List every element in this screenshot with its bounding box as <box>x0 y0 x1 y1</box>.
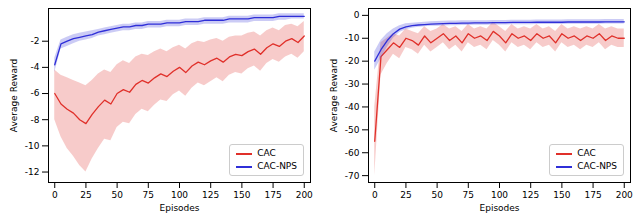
svg-text:50: 50 <box>111 190 123 200</box>
svg-text:50: 50 <box>431 190 443 200</box>
svg-text:0: 0 <box>372 190 378 200</box>
svg-text:-4: -4 <box>31 62 40 72</box>
svg-text:-2: -2 <box>31 36 40 46</box>
svg-text:-60: -60 <box>345 148 360 158</box>
svg-text:-50: -50 <box>345 125 360 135</box>
svg-text:150: 150 <box>233 190 250 200</box>
svg-text:25: 25 <box>80 190 91 200</box>
svg-text:Episodes: Episodes <box>479 203 519 213</box>
svg-text:-8: -8 <box>31 115 40 125</box>
svg-text:200: 200 <box>296 190 313 200</box>
svg-text:-30: -30 <box>345 79 360 89</box>
svg-text:125: 125 <box>522 190 539 200</box>
svg-text:25: 25 <box>400 190 411 200</box>
svg-text:-12: -12 <box>25 167 40 177</box>
svg-text:-10: -10 <box>345 33 360 43</box>
svg-text:-40: -40 <box>345 102 360 112</box>
html-text:CAC-NPS: CAC-NPS <box>577 161 617 171</box>
svg-text:150: 150 <box>553 190 570 200</box>
svg-text:-6: -6 <box>31 88 40 98</box>
html-text:CAC-NPS: CAC-NPS <box>257 161 297 171</box>
svg-text:75: 75 <box>143 190 154 200</box>
svg-text:175: 175 <box>264 190 281 200</box>
html-text:CAC: CAC <box>577 148 596 158</box>
svg-text:100: 100 <box>171 190 188 200</box>
svg-text:100: 100 <box>491 190 508 200</box>
html-text:CAC: CAC <box>257 148 276 158</box>
svg-text:0: 0 <box>52 190 58 200</box>
svg-text:Average Reward: Average Reward <box>9 59 19 132</box>
svg-text:75: 75 <box>463 190 474 200</box>
svg-text:-70: -70 <box>345 171 360 181</box>
svg-text:Episodes: Episodes <box>159 203 199 213</box>
svg-text:-10: -10 <box>25 141 40 151</box>
svg-text:-20: -20 <box>345 56 360 66</box>
svg-text:Average Reward: Average Reward <box>329 59 339 132</box>
svg-text:125: 125 <box>202 190 219 200</box>
svg-text:175: 175 <box>584 190 601 200</box>
svg-text:200: 200 <box>616 190 633 200</box>
svg-text:0: 0 <box>354 10 360 20</box>
